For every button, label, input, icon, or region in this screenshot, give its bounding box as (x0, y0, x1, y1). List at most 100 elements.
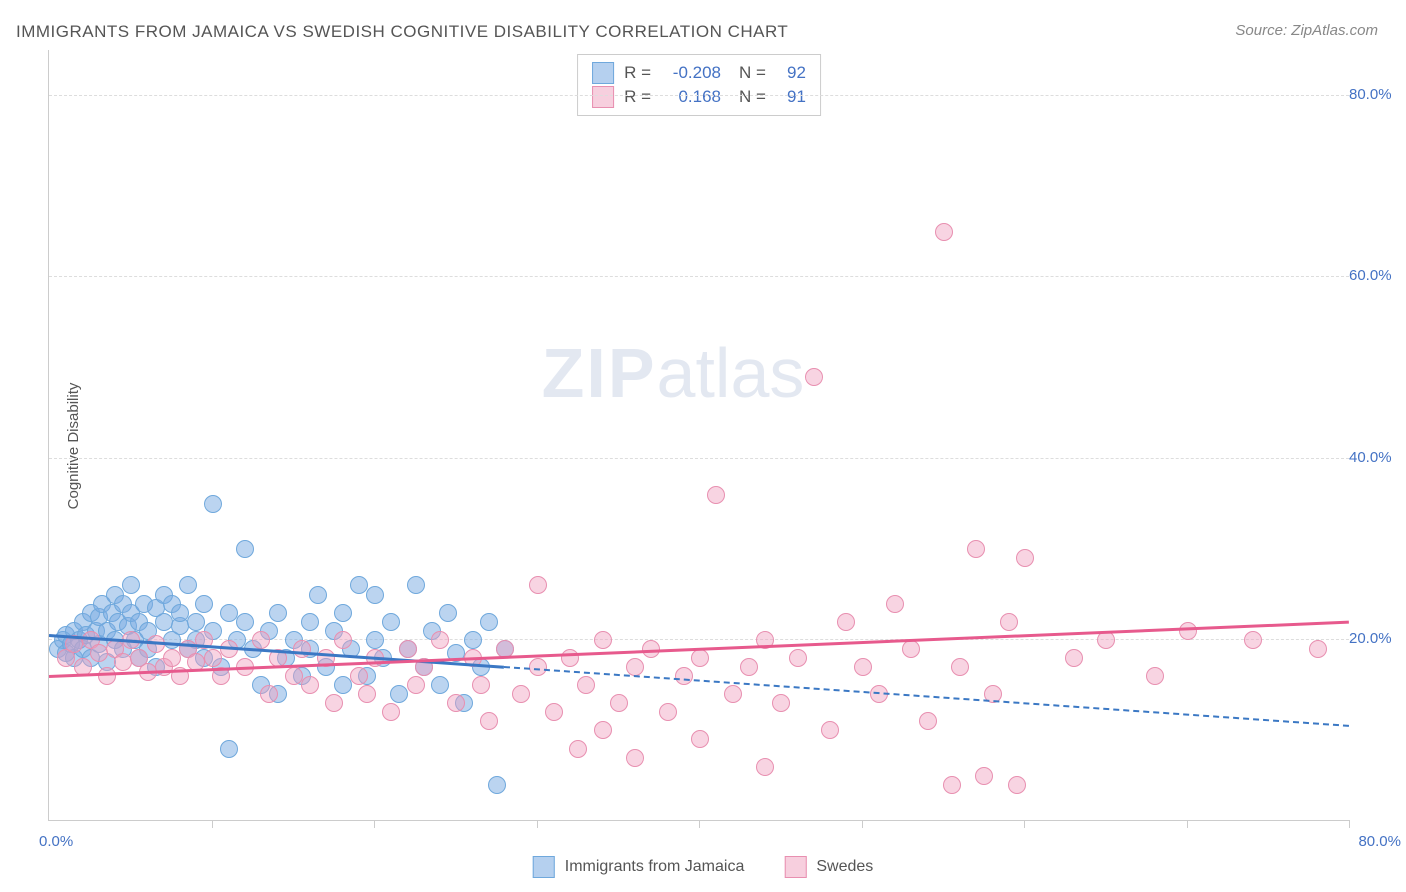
x-tick (537, 820, 538, 828)
watermark-atlas: atlas (657, 334, 805, 412)
source-link[interactable]: ZipAtlas.com (1291, 22, 1378, 39)
legend-label: Immigrants from Jamaica (565, 858, 745, 876)
data-point (350, 667, 368, 685)
data-point (220, 740, 238, 758)
data-point (439, 604, 457, 622)
data-point (610, 694, 628, 712)
data-point (334, 676, 352, 694)
data-point (577, 676, 595, 694)
data-point (431, 631, 449, 649)
data-point (220, 604, 238, 622)
data-point (366, 631, 384, 649)
data-point (236, 613, 254, 631)
data-point (902, 640, 920, 658)
data-point (740, 658, 758, 676)
data-point (334, 604, 352, 622)
data-point (756, 758, 774, 776)
data-point (943, 776, 961, 794)
data-point (626, 658, 644, 676)
data-point (187, 613, 205, 631)
x-tick (212, 820, 213, 828)
x-tick (699, 820, 700, 828)
data-point (293, 640, 311, 658)
data-point (407, 676, 425, 694)
data-point (821, 721, 839, 739)
watermark: ZIPatlas (542, 333, 805, 413)
data-point (512, 685, 530, 703)
data-point (98, 667, 116, 685)
data-point (325, 694, 343, 712)
data-point (179, 576, 197, 594)
data-point (407, 576, 425, 594)
gridline (49, 458, 1349, 459)
stats-row: R =-0.208N =92 (592, 61, 806, 85)
data-point (691, 730, 709, 748)
data-point (382, 613, 400, 631)
gridline (49, 95, 1349, 96)
data-point (269, 604, 287, 622)
r-value: -0.208 (661, 61, 721, 85)
stats-row: R =0.168N =91 (592, 85, 806, 109)
data-point (805, 368, 823, 386)
data-point (789, 649, 807, 667)
data-point (464, 631, 482, 649)
r-label: R = (624, 85, 651, 109)
data-point (675, 667, 693, 685)
watermark-zip: ZIP (542, 334, 657, 412)
data-point (1179, 622, 1197, 640)
y-tick-label: 40.0% (1349, 449, 1401, 466)
chart-title: IMMIGRANTS FROM JAMAICA VS SWEDISH COGNI… (16, 22, 788, 42)
r-label: R = (624, 61, 651, 85)
data-point (1008, 776, 1026, 794)
data-point (951, 658, 969, 676)
data-point (358, 685, 376, 703)
data-point (854, 658, 872, 676)
data-point (285, 667, 303, 685)
data-point (334, 631, 352, 649)
data-point (975, 767, 993, 785)
data-point (545, 703, 563, 721)
data-point (382, 703, 400, 721)
data-point (967, 540, 985, 558)
data-point (366, 586, 384, 604)
data-point (472, 676, 490, 694)
r-value: 0.168 (661, 85, 721, 109)
n-value: 91 (776, 85, 806, 109)
data-point (1000, 613, 1018, 631)
data-point (301, 676, 319, 694)
data-point (390, 685, 408, 703)
data-point (1309, 640, 1327, 658)
n-label: N = (739, 61, 766, 85)
data-point (122, 576, 140, 594)
data-point (399, 640, 417, 658)
data-point (252, 631, 270, 649)
x-tick (374, 820, 375, 828)
data-point (561, 649, 579, 667)
x-tick (862, 820, 863, 828)
data-point (204, 495, 222, 513)
data-point (529, 576, 547, 594)
data-point (309, 586, 327, 604)
data-point (837, 613, 855, 631)
data-point (155, 613, 173, 631)
data-point (163, 649, 181, 667)
scatter-plot: ZIPatlas 0.0% 80.0% R =-0.208N =92R =0.1… (48, 50, 1349, 821)
legend-item: Immigrants from Jamaica (533, 856, 745, 878)
data-point (480, 712, 498, 730)
data-point (350, 576, 368, 594)
series-swatch (592, 86, 614, 108)
data-point (659, 703, 677, 721)
data-point (935, 223, 953, 241)
y-tick-label: 60.0% (1349, 267, 1401, 284)
data-point (1146, 667, 1164, 685)
correlation-stats-box: R =-0.208N =92R =0.168N =91 (577, 54, 821, 116)
data-point (1016, 549, 1034, 567)
source-label: Source: (1235, 22, 1291, 39)
data-point (569, 740, 587, 758)
data-point (431, 676, 449, 694)
data-point (594, 631, 612, 649)
source-attribution: Source: ZipAtlas.com (1235, 22, 1378, 39)
y-tick-label: 20.0% (1349, 630, 1401, 647)
x-tick (1349, 820, 1350, 828)
y-tick-label: 80.0% (1349, 86, 1401, 103)
